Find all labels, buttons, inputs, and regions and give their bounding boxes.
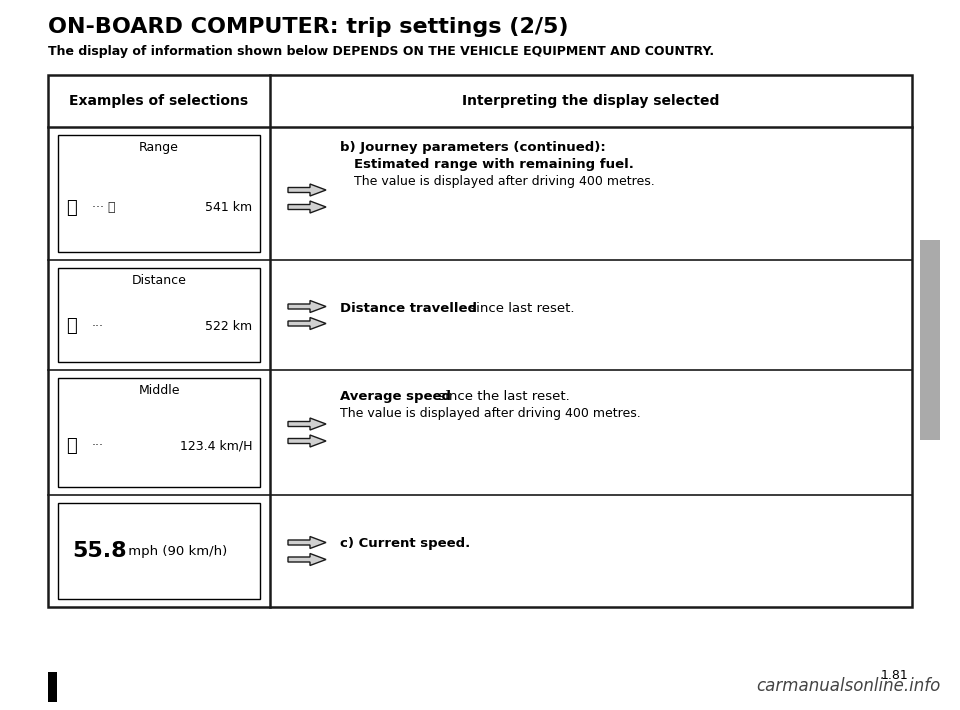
Text: Range: Range bbox=[139, 141, 179, 154]
Text: 123.4 km/H: 123.4 km/H bbox=[180, 439, 252, 452]
Text: 55.8: 55.8 bbox=[72, 541, 127, 561]
Text: Middle: Middle bbox=[138, 384, 180, 397]
Bar bbox=[48, 672, 57, 702]
Text: The value is displayed after driving 400 metres.: The value is displayed after driving 400… bbox=[354, 175, 655, 188]
Polygon shape bbox=[288, 201, 326, 213]
Polygon shape bbox=[288, 435, 326, 447]
Text: carmanualsonline.info: carmanualsonline.info bbox=[756, 677, 940, 695]
Text: Distance: Distance bbox=[132, 274, 186, 287]
Text: 1.81: 1.81 bbox=[880, 669, 908, 682]
Bar bbox=[58, 135, 260, 252]
Text: c) Current speed.: c) Current speed. bbox=[340, 537, 470, 550]
Polygon shape bbox=[288, 554, 326, 565]
Text: b) Journey parameters (continued):: b) Journey parameters (continued): bbox=[340, 141, 606, 154]
Text: 🚗: 🚗 bbox=[66, 437, 77, 454]
Text: 522 km: 522 km bbox=[204, 320, 252, 333]
Text: The display of information shown below DEPENDS ON THE VEHICLE EQUIPMENT AND COUN: The display of information shown below D… bbox=[48, 45, 714, 58]
Bar bbox=[58, 503, 260, 599]
Polygon shape bbox=[288, 184, 326, 196]
Text: The value is displayed after driving 400 metres.: The value is displayed after driving 400… bbox=[340, 407, 640, 420]
Polygon shape bbox=[288, 537, 326, 549]
Text: 🚗: 🚗 bbox=[66, 317, 77, 335]
Text: ···: ··· bbox=[92, 439, 104, 452]
Text: ···: ··· bbox=[92, 320, 104, 333]
Text: 541 km: 541 km bbox=[204, 201, 252, 214]
Text: Interpreting the display selected: Interpreting the display selected bbox=[463, 94, 720, 108]
Text: Estimated range with remaining fuel.: Estimated range with remaining fuel. bbox=[354, 158, 634, 171]
Text: Average speed: Average speed bbox=[340, 390, 451, 403]
Polygon shape bbox=[288, 418, 326, 430]
Text: ··· ⛽: ··· ⛽ bbox=[92, 201, 115, 214]
Text: Distance travelled: Distance travelled bbox=[340, 302, 477, 315]
Text: Examples of selections: Examples of selections bbox=[69, 94, 249, 108]
Text: 🚗: 🚗 bbox=[66, 199, 77, 217]
Bar bbox=[48, 75, 912, 607]
Polygon shape bbox=[288, 300, 326, 312]
Bar bbox=[58, 268, 260, 362]
Text: since the last reset.: since the last reset. bbox=[434, 390, 569, 403]
Polygon shape bbox=[288, 317, 326, 329]
Bar bbox=[58, 378, 260, 487]
Text: ON-BOARD COMPUTER: trip settings (2/5): ON-BOARD COMPUTER: trip settings (2/5) bbox=[48, 17, 568, 37]
Bar bbox=[920, 240, 940, 440]
Text: since last reset.: since last reset. bbox=[465, 302, 574, 315]
Text: mph (90 km/h): mph (90 km/h) bbox=[124, 545, 228, 557]
